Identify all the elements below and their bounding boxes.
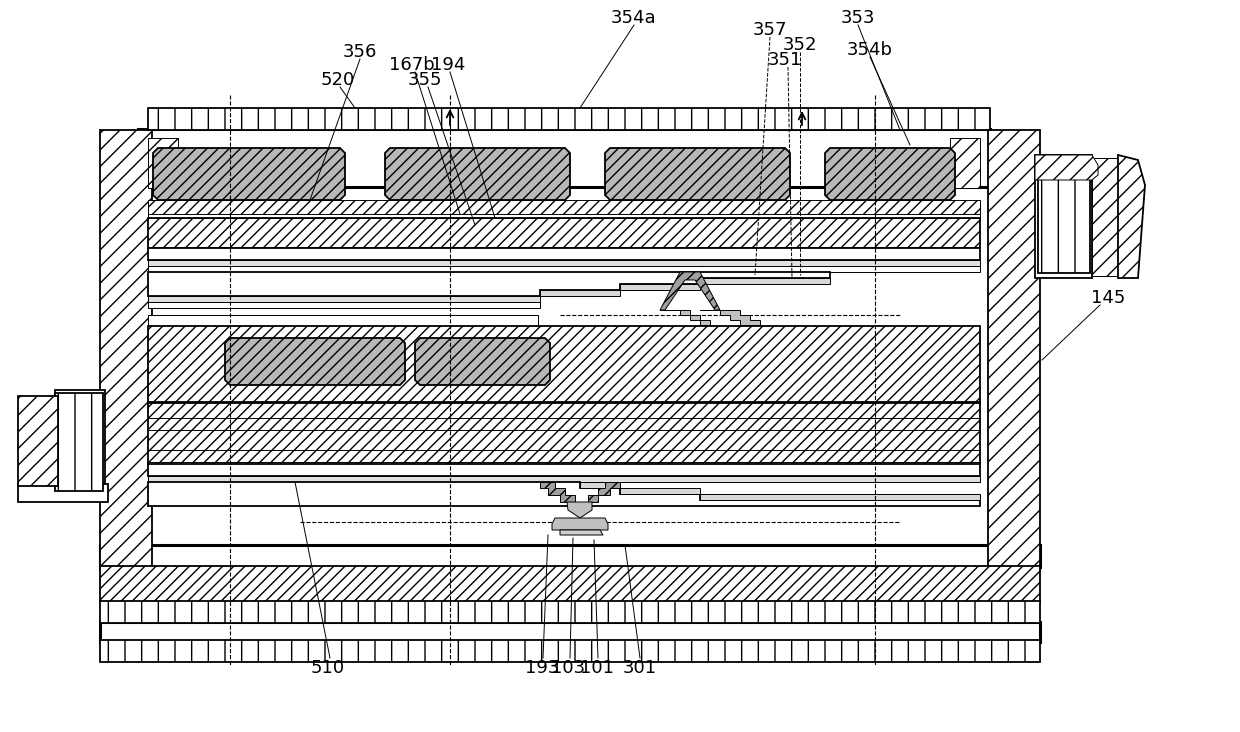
Text: 353: 353 bbox=[841, 9, 875, 27]
Polygon shape bbox=[825, 148, 955, 200]
Polygon shape bbox=[148, 266, 980, 272]
Polygon shape bbox=[588, 482, 620, 502]
Bar bbox=[148, 403, 980, 465]
Text: 167b: 167b bbox=[389, 56, 435, 74]
Polygon shape bbox=[605, 148, 790, 200]
Bar bbox=[988, 130, 1040, 570]
Bar bbox=[148, 218, 980, 248]
Text: 356: 356 bbox=[342, 43, 377, 61]
Bar bbox=[19, 484, 108, 502]
Bar bbox=[148, 200, 980, 215]
Bar bbox=[55, 393, 103, 491]
Text: 352: 352 bbox=[782, 36, 817, 54]
Bar bbox=[19, 396, 58, 486]
Polygon shape bbox=[55, 390, 105, 495]
Polygon shape bbox=[560, 530, 603, 535]
Polygon shape bbox=[148, 296, 539, 302]
Polygon shape bbox=[148, 476, 980, 482]
Polygon shape bbox=[660, 310, 711, 325]
Text: 301: 301 bbox=[622, 659, 657, 677]
Polygon shape bbox=[580, 482, 980, 500]
Polygon shape bbox=[148, 272, 830, 296]
Bar bbox=[148, 138, 179, 188]
Polygon shape bbox=[567, 502, 591, 518]
Bar bbox=[100, 601, 1040, 623]
Text: 520: 520 bbox=[321, 71, 355, 89]
Text: 355: 355 bbox=[408, 71, 443, 89]
Bar bbox=[950, 138, 980, 188]
Text: 354b: 354b bbox=[847, 41, 893, 59]
Bar bbox=[138, 129, 990, 187]
Bar bbox=[100, 566, 1040, 602]
Text: 357: 357 bbox=[753, 21, 787, 39]
Bar bbox=[100, 622, 1040, 642]
Polygon shape bbox=[701, 310, 760, 325]
Polygon shape bbox=[153, 148, 345, 200]
Polygon shape bbox=[148, 302, 539, 308]
Bar bbox=[148, 108, 990, 130]
Polygon shape bbox=[660, 272, 720, 310]
Text: 354a: 354a bbox=[611, 9, 657, 27]
Polygon shape bbox=[1035, 155, 1097, 180]
Text: 193: 193 bbox=[525, 659, 559, 677]
Polygon shape bbox=[539, 482, 575, 502]
Text: 145: 145 bbox=[1091, 289, 1125, 307]
Bar bbox=[100, 130, 153, 570]
Polygon shape bbox=[148, 464, 980, 476]
Polygon shape bbox=[539, 278, 830, 296]
Bar bbox=[100, 545, 1040, 567]
Text: 351: 351 bbox=[768, 51, 802, 69]
Text: 103: 103 bbox=[551, 659, 585, 677]
Bar bbox=[1038, 158, 1090, 273]
Polygon shape bbox=[552, 518, 608, 530]
Polygon shape bbox=[148, 482, 980, 506]
Polygon shape bbox=[384, 148, 570, 200]
Polygon shape bbox=[148, 260, 980, 266]
Bar bbox=[148, 214, 980, 219]
Text: 194: 194 bbox=[430, 56, 465, 74]
Polygon shape bbox=[148, 248, 980, 260]
Text: 510: 510 bbox=[311, 659, 345, 677]
Bar bbox=[100, 640, 1040, 662]
Bar bbox=[148, 315, 538, 327]
Polygon shape bbox=[1118, 155, 1145, 278]
Polygon shape bbox=[224, 338, 405, 385]
Bar bbox=[148, 326, 980, 404]
Bar bbox=[1092, 158, 1122, 276]
Text: 101: 101 bbox=[580, 659, 614, 677]
Polygon shape bbox=[1035, 155, 1092, 278]
Polygon shape bbox=[415, 338, 551, 385]
